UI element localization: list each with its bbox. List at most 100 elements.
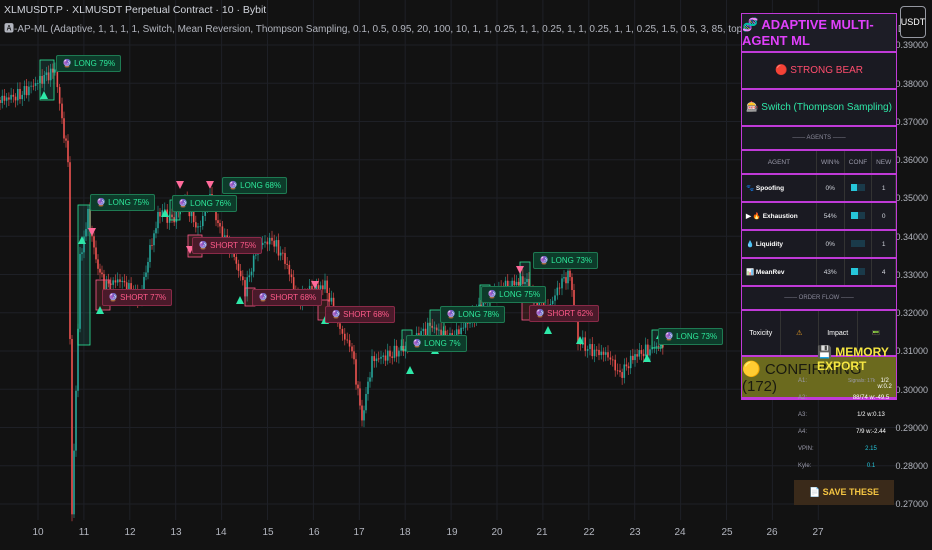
stat-row: Kyle: 0.1 (798, 463, 876, 469)
agent-name: ▶ 🔥 Exhaustion (742, 202, 817, 231)
save-button[interactable]: 📄 SAVE THESE (794, 480, 894, 505)
conf-bar (850, 212, 865, 220)
pager-icon: 📟 (858, 311, 896, 355)
order-flow-section-label: ─── ORDER FLOW ─── (742, 287, 896, 311)
agent-conf (844, 230, 873, 259)
stat-row: A3: 1/2 w:0.13 (798, 412, 885, 418)
ml-dashboard-panel: 🧬 ADAPTIVE MULTI-AGENT ML 🔴 STRONG BEAR … (741, 13, 897, 400)
mode-status: 🎰 Switch (Thompson Sampling) (742, 90, 896, 127)
col-header: CONF (844, 151, 873, 175)
table-row: 📊 MeanRev 43% 4 (742, 258, 896, 287)
date-tick: 26 (766, 527, 778, 538)
price-tick: 0.34000 (895, 232, 928, 242)
agent-win: 0% (816, 230, 845, 259)
price-tick: 0.33000 (895, 270, 928, 280)
price-tick: 0.37000 (895, 117, 928, 127)
memory-export-label: 💾 MEMORY EXPORT (817, 345, 889, 373)
price-axis[interactable]: 0.39000 0.38000 0.37000 0.36000 0.35000 … (895, 0, 932, 520)
indicator-legend[interactable]: 🅰-AP-ML (Adaptive, 1, 1, 1, 1, Switch, M… (4, 24, 923, 35)
date-tick: 12 (124, 527, 136, 538)
price-tick: 0.29000 (895, 423, 928, 433)
agent-win: 43% (816, 258, 845, 287)
price-tick: 0.30000 (895, 385, 928, 395)
date-tick: 15 (262, 527, 274, 538)
stat-row: VPIN: 2.15 (798, 446, 877, 452)
agent-win: 0% (816, 174, 845, 203)
col-header: NEW (871, 151, 896, 175)
conf-bar (850, 240, 865, 248)
agents-section-label: ─── AGENTS ─── (742, 127, 896, 151)
date-tick: 23 (629, 527, 641, 538)
date-tick: 16 (308, 527, 320, 538)
agent-name: 📊 MeanRev (742, 258, 817, 287)
table-row: 💧 Liquidity 0% 1 (742, 230, 896, 259)
signal-label-long[interactable]: 🔮 LONG 76% (172, 195, 238, 212)
conf-bar (850, 184, 865, 192)
date-tick: 13 (170, 527, 182, 538)
price-tick: 0.32000 (895, 308, 928, 318)
price-tick: 0.35000 (895, 193, 928, 203)
signal-label-long[interactable]: 🔮 LONG 75% (90, 194, 156, 211)
signal-label-short[interactable]: 🔮 SHORT 77% (102, 289, 173, 306)
signal-label-long[interactable]: 🔮 LONG 73% (533, 252, 599, 269)
signal-label-long[interactable]: 🔮 LONG 79% (56, 55, 122, 72)
price-tick: 0.36000 (895, 155, 928, 165)
date-tick: 20 (491, 527, 503, 538)
agent-name: 💧 Liquidity (742, 230, 817, 259)
agent-conf (844, 202, 873, 231)
warning-icon: ⚠ (781, 311, 819, 355)
table-row: ▶ 🔥 Exhaustion 54% 0 (742, 202, 896, 231)
agent-new: 4 (871, 258, 896, 287)
signal-label-short[interactable]: 🔮 SHORT 68% (325, 306, 396, 323)
agents-table: AGENT WIN% CONF NEW 🐾 Spoofing 0% 1 ▶ 🔥 … (742, 151, 896, 287)
stat-row: A4: 7/9 w:-2.44 (798, 429, 886, 435)
toxicity-label: Toxicity (742, 311, 781, 355)
agent-conf (844, 258, 873, 287)
date-tick: 18 (399, 527, 411, 538)
signal-label-short[interactable]: 🔮 SHORT 75% (192, 237, 263, 254)
agent-new: 1 (871, 174, 896, 203)
panel-title: 🧬 ADAPTIVE MULTI-AGENT ML (742, 14, 896, 53)
price-tick: 0.28000 (895, 461, 928, 471)
price-tick: 0.27000 (895, 499, 928, 509)
regime-status: 🔴 STRONG BEAR (742, 53, 896, 90)
price-tick: 0.38000 (895, 79, 928, 89)
agent-win: 54% (816, 202, 845, 231)
date-tick: 14 (215, 527, 227, 538)
signal-label-long[interactable]: 🔮 LONG 73% (658, 328, 724, 345)
signal-label-short[interactable]: 🔮 SHORT 68% (252, 289, 323, 306)
signal-label-long[interactable]: 🔮 LONG 78% (440, 306, 506, 323)
price-tick: 0.39000 (895, 40, 928, 50)
signal-arrows (40, 91, 664, 374)
col-header: AGENT (742, 151, 817, 175)
confirming-status: 🟡 CONFIRMING (172) 💾 MEMORY EXPORT (742, 345, 896, 399)
date-tick: 21 (536, 527, 548, 538)
signal-label-long[interactable]: 🔮 LONG 7% (406, 335, 467, 352)
stat-row: A1: Signals: 17k 1/2 w:0.2 (798, 378, 892, 390)
table-row: 🐾 Spoofing 0% 1 (742, 174, 896, 203)
confirming-text: 🟡 CONFIRMING (172) (742, 360, 862, 395)
agent-name: 🐾 Spoofing (742, 174, 817, 203)
agent-new: 1 (871, 230, 896, 259)
agent-new: 0 (871, 202, 896, 231)
agent-conf (844, 174, 873, 203)
order-flow-row: Toxicity ⚠ Impact 📟 (742, 311, 896, 357)
date-tick: 27 (812, 527, 824, 538)
date-tick: 22 (583, 527, 595, 538)
date-tick: 24 (674, 527, 686, 538)
conf-bar (850, 268, 865, 276)
impact-label: Impact (819, 311, 858, 355)
currency-button[interactable]: USDT (900, 6, 926, 38)
signal-label-long[interactable]: 🔮 LONG 75% (481, 286, 547, 303)
date-tick: 19 (446, 527, 458, 538)
memory-stats: A1: Signals: 17k 1/2 w:0.2 A2: 88/74 w:-49.… (794, 378, 894, 480)
signal-label-short[interactable]: 🔮 SHORT 62% (529, 305, 600, 322)
date-tick: 25 (721, 527, 733, 538)
price-tick: 0.31000 (895, 346, 928, 356)
signal-label-long[interactable]: 🔮 LONG 68% (222, 177, 288, 194)
date-tick: 11 (78, 527, 90, 538)
date-tick: 17 (353, 527, 365, 538)
stat-row: A2: 88/74 w:-49.5 (798, 395, 890, 401)
symbol-title: XLMUSDT.P · XLMUSDT Perpetual Contract ·… (4, 4, 267, 16)
col-header: WIN% (816, 151, 845, 175)
